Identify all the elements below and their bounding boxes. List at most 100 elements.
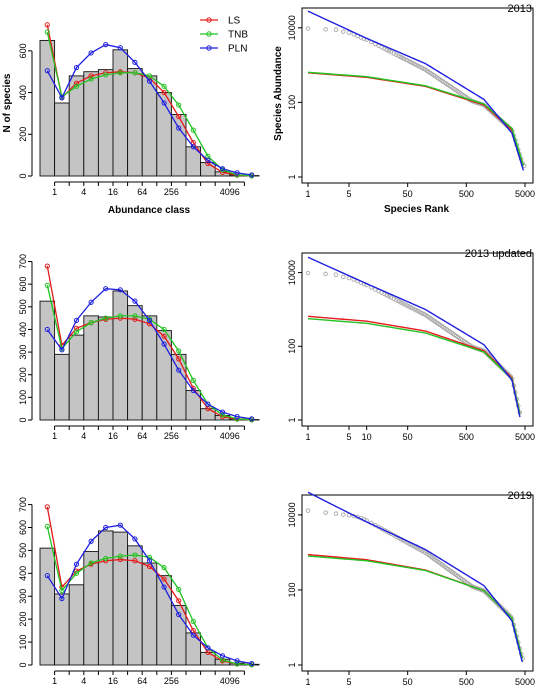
histogram-bar (39, 39, 56, 177)
y-tick-label: 300 (18, 589, 28, 604)
fit-point-pln (132, 536, 138, 542)
histogram-bar (170, 114, 187, 177)
fit-line-tnb (46, 285, 252, 421)
empirical-point (341, 29, 346, 34)
legend-label-pln: PLN (228, 44, 247, 55)
x-tick-label: 256 (164, 187, 179, 197)
fit-point-tnb (161, 565, 167, 571)
fit-point-pln (73, 317, 80, 323)
y-tick-label: 500 (18, 543, 28, 558)
fit-line-ls (46, 265, 252, 421)
x-tick-label: 5000 (515, 432, 535, 442)
histogram-bar (83, 315, 99, 421)
y-tick-label: 500 (18, 299, 28, 314)
fit-point-pln (44, 68, 50, 74)
x-tick-label: 5000 (515, 189, 535, 199)
panel-title: 2013 (508, 3, 532, 15)
fit-point-pln (161, 100, 167, 106)
histogram-bar (141, 562, 158, 666)
rank-abundance-panel-2019: 2019 1 5 50 500 5000 1 100 10000 (287, 490, 535, 685)
fit-point-tnb (117, 70, 123, 76)
fit-point-ls (132, 558, 138, 564)
x-tick-label: 5 (346, 189, 351, 199)
fit-point-pln (59, 595, 65, 602)
fit-point-ls (161, 333, 167, 339)
y-axis-title: N of species (2, 73, 13, 132)
x-tick-label: 500 (459, 677, 474, 685)
x-tick-label: 64 (137, 431, 147, 441)
fit-point-tnb (190, 618, 196, 625)
fit-point-pln (161, 584, 167, 590)
histogram-bar (112, 49, 129, 177)
x-tick-label: 1 (305, 677, 310, 685)
y-tick-label: 100 (287, 339, 297, 354)
fit-point-ls (73, 80, 80, 86)
empirical-point (394, 297, 399, 303)
empirical-point (402, 56, 407, 62)
fit-point-pln (59, 95, 65, 101)
histogram-bar (127, 545, 143, 666)
fit-point-pln (161, 341, 167, 347)
y-tick-label: 600 (18, 277, 28, 292)
fit-point-pln (249, 172, 255, 178)
fit-point-ls (146, 563, 153, 570)
empirical-point (384, 47, 390, 53)
fit-point-pln (88, 538, 94, 544)
fit-point-tnb (44, 282, 50, 288)
fit-point-tnb (88, 560, 94, 566)
y-tick-label: 400 (18, 85, 28, 100)
empirical-point (305, 26, 311, 31)
fit-point-pln (146, 78, 153, 84)
y-tick-label: 700 (18, 497, 28, 512)
x-tick-label: 4096 (220, 431, 240, 441)
y-tick-label: 100 (287, 582, 297, 597)
x-tick-label: 5000 (515, 677, 535, 685)
y-tick-label: 600 (18, 43, 28, 58)
y-tick-label: 10000 (287, 260, 297, 285)
x-tick-label: 1 (305, 189, 310, 199)
y-tick-label: 1 (287, 174, 297, 179)
fit-point-tnb (88, 76, 94, 82)
histogram-bar (141, 315, 158, 421)
empirical-point (323, 271, 328, 277)
fit-point-pln (88, 299, 94, 305)
histogram-bar (54, 593, 70, 666)
fit-point-tnb (190, 377, 196, 383)
fit-point-tnb (132, 313, 138, 319)
fit-point-pln (219, 653, 226, 659)
fit-point-pln (146, 558, 153, 564)
fit-point-pln (190, 632, 196, 638)
fit-point-pln (103, 286, 109, 292)
y-tick-label: 400 (18, 566, 28, 581)
legend-label-tnb: TNB (228, 30, 248, 41)
x-tick-label: 4 (81, 676, 86, 685)
fit-point-tnb (219, 412, 226, 418)
fit-point-tnb (161, 83, 167, 89)
empirical-point (305, 508, 311, 513)
fit-point-pln (59, 347, 65, 353)
fit-point-pln (205, 645, 211, 651)
rank-abundance-panel-2013-updated: 2013 updated 1 5 10 50 500 5000 1 100 10000 (287, 248, 535, 442)
empirical-point (382, 46, 387, 51)
fit-curve-pln (307, 491, 523, 663)
fit-point-pln (249, 661, 255, 667)
fit-point-pln (234, 658, 240, 664)
fit-point-pln (73, 64, 80, 71)
y-tick-label: 10000 (287, 502, 297, 527)
x-tick-label: 256 (164, 676, 179, 685)
plot-frame (301, 252, 534, 427)
histogram-bar (54, 353, 70, 421)
fit-point-pln (132, 298, 138, 304)
empirical-point (333, 27, 339, 32)
y-tick-label: 600 (18, 520, 28, 535)
fit-point-ls (88, 73, 94, 79)
histogram-panel-2019: 0 100 200 300 400 500 600 700 1 4 16 64 256 4096 (18, 497, 260, 685)
plot-frame (301, 7, 534, 184)
y-axis-title: Species Abundance (273, 46, 284, 141)
y-tick-label: 100 (287, 95, 297, 110)
empirical-point (341, 274, 346, 280)
histogram-bar (83, 551, 99, 666)
y-tick-label: 1 (287, 417, 297, 422)
histogram-bar (141, 75, 158, 177)
